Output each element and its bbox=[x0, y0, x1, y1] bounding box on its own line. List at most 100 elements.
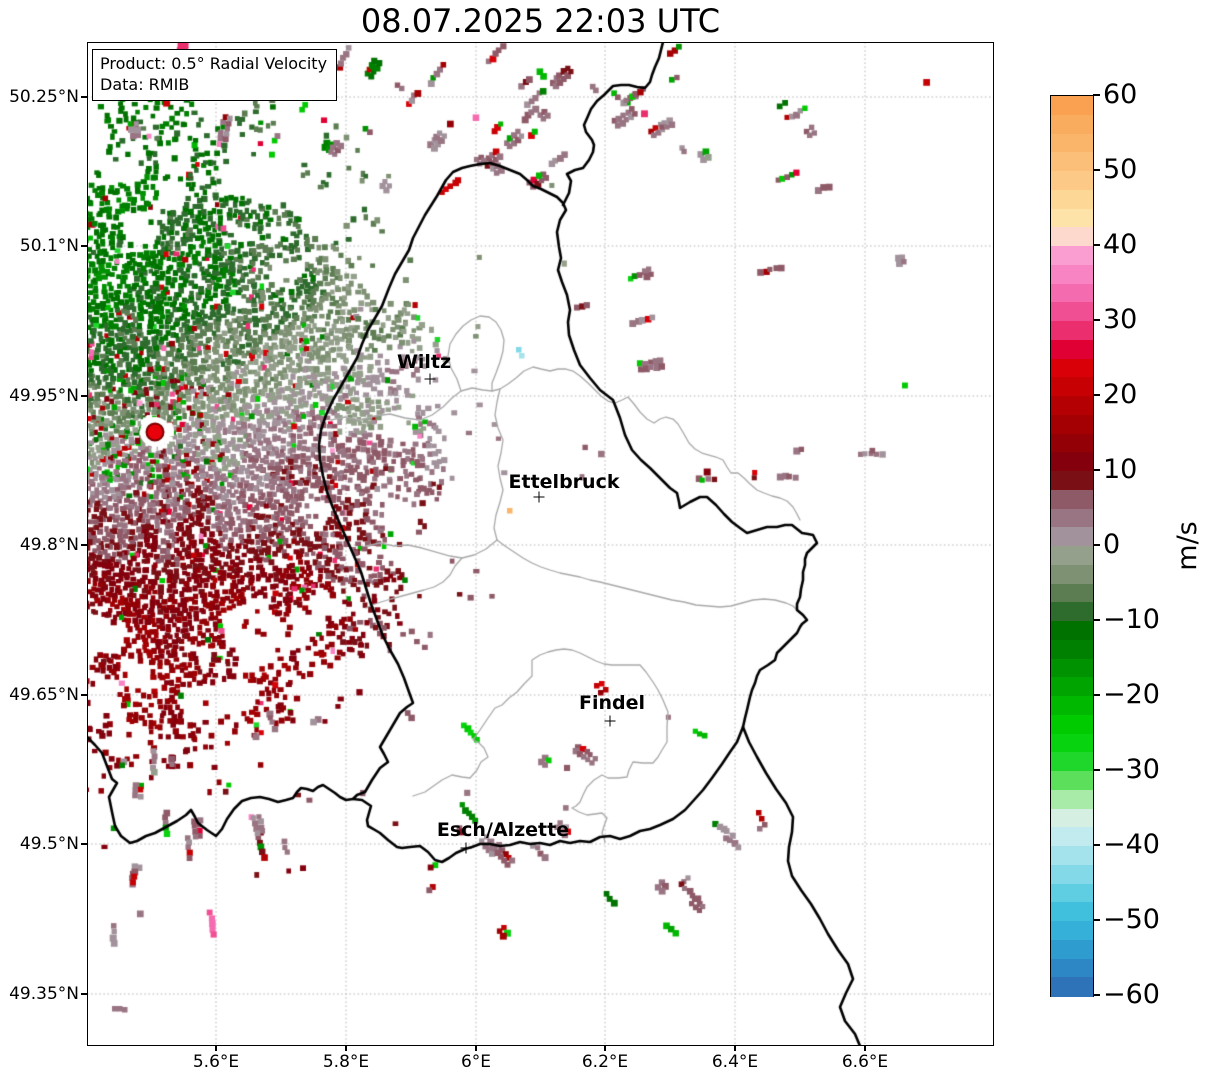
colorbar-band bbox=[1051, 958, 1093, 978]
colorbar-band bbox=[1051, 264, 1093, 284]
colorbar-band bbox=[1051, 452, 1093, 472]
colorbar-band bbox=[1051, 733, 1093, 753]
y-tick-label: 50.1°N bbox=[19, 236, 79, 256]
colorbar-tick-mark bbox=[1093, 694, 1100, 696]
x-tick-label: 5.8°E bbox=[322, 1052, 370, 1072]
city-marker-bar bbox=[538, 491, 540, 503]
colorbar-band bbox=[1051, 208, 1093, 228]
colorbar-tick-label: 20 bbox=[1103, 379, 1138, 410]
y-tick-mark bbox=[81, 993, 87, 995]
colorbar-bar bbox=[1050, 95, 1094, 997]
colorbar-tick-mark bbox=[1093, 244, 1100, 246]
colorbar-band bbox=[1051, 939, 1093, 959]
page-title: 08.07.2025 22:03 UTC bbox=[360, 2, 721, 40]
city-label: Findel bbox=[578, 692, 646, 714]
colorbar-tick-mark bbox=[1093, 94, 1100, 96]
colorbar-band bbox=[1051, 771, 1093, 791]
colorbar-tick-label: −30 bbox=[1103, 754, 1160, 785]
colorbar-tick-mark bbox=[1093, 769, 1100, 771]
colorbar-band bbox=[1051, 602, 1093, 622]
city-marker bbox=[604, 715, 616, 727]
colorbar-tick-mark bbox=[1093, 544, 1100, 546]
city-marker bbox=[424, 373, 436, 385]
colorbar-tick-mark bbox=[1093, 169, 1100, 171]
colorbar-band bbox=[1051, 283, 1093, 303]
colorbar-tick-mark bbox=[1093, 319, 1100, 321]
colorbar-band bbox=[1051, 883, 1093, 903]
y-tick-mark bbox=[81, 245, 87, 247]
x-tick-mark bbox=[345, 1046, 347, 1051]
colorbar-tick-label: 30 bbox=[1103, 304, 1138, 335]
colorbar-band bbox=[1051, 227, 1093, 247]
city-label: Wiltz bbox=[396, 351, 452, 373]
colorbar-band bbox=[1051, 827, 1093, 847]
colorbar-tick-mark bbox=[1093, 619, 1100, 621]
colorbar-tick-label: −50 bbox=[1103, 904, 1160, 935]
colorbar-band bbox=[1051, 189, 1093, 209]
product-label: Product: 0.5° Radial Velocity bbox=[100, 54, 328, 73]
colorbar-band bbox=[1051, 358, 1093, 378]
x-tick-label: 6.2°E bbox=[581, 1052, 629, 1072]
colorbar-tick-label: 40 bbox=[1103, 229, 1138, 260]
y-tick-mark bbox=[81, 544, 87, 546]
colorbar-band bbox=[1051, 171, 1093, 191]
colorbar-band bbox=[1051, 583, 1093, 603]
y-tick-label: 49.95°N bbox=[9, 386, 79, 406]
colorbar-tick-label: 60 bbox=[1103, 79, 1138, 110]
y-tick-label: 50.25°N bbox=[9, 87, 79, 107]
x-tick-mark bbox=[604, 1046, 606, 1051]
colorbar-band bbox=[1051, 696, 1093, 716]
colorbar-band bbox=[1051, 339, 1093, 359]
colorbar-tick-mark bbox=[1093, 919, 1100, 921]
colorbar-band bbox=[1051, 133, 1093, 153]
x-tick-label: 6°E bbox=[460, 1052, 492, 1072]
y-tick-label: 49.8°N bbox=[19, 535, 79, 555]
colorbar-band bbox=[1051, 658, 1093, 678]
colorbar-band bbox=[1051, 321, 1093, 341]
colorbar-band bbox=[1051, 396, 1093, 416]
colorbar-band bbox=[1051, 527, 1093, 547]
colorbar-band bbox=[1051, 902, 1093, 922]
city-marker-bar bbox=[465, 842, 467, 854]
colorbar-band bbox=[1051, 377, 1093, 397]
colorbar-band bbox=[1051, 152, 1093, 172]
colorbar-band bbox=[1051, 639, 1093, 659]
x-tick-label: 5.6°E bbox=[192, 1052, 240, 1072]
colorbar-band bbox=[1051, 489, 1093, 509]
y-tick-label: 49.65°N bbox=[9, 685, 79, 705]
colorbar-band bbox=[1051, 977, 1093, 997]
city-marker bbox=[533, 491, 545, 503]
city-marker-bar bbox=[429, 373, 431, 385]
colorbar-band bbox=[1051, 414, 1093, 434]
colorbar-band bbox=[1051, 564, 1093, 584]
y-tick-mark bbox=[81, 843, 87, 845]
x-tick-mark bbox=[475, 1046, 477, 1051]
colorbar-unit-label: m/s bbox=[1172, 521, 1203, 571]
y-tick-mark bbox=[81, 96, 87, 98]
colorbar-band bbox=[1051, 546, 1093, 566]
colorbar-band bbox=[1051, 96, 1093, 116]
y-tick-mark bbox=[81, 694, 87, 696]
colorbar-tick-mark bbox=[1093, 394, 1100, 396]
colorbar-band bbox=[1051, 302, 1093, 322]
city-marker bbox=[460, 842, 472, 854]
colorbar-band bbox=[1051, 789, 1093, 809]
colorbar-tick-mark bbox=[1093, 844, 1100, 846]
colorbar-tick-label: −40 bbox=[1103, 829, 1160, 860]
colorbar-band bbox=[1051, 752, 1093, 772]
colorbar-band bbox=[1051, 864, 1093, 884]
colorbar-band bbox=[1051, 471, 1093, 491]
colorbar-band bbox=[1051, 714, 1093, 734]
colorbar-band bbox=[1051, 677, 1093, 697]
city-label: Esch/Alzette bbox=[436, 819, 570, 841]
y-tick-label: 49.35°N bbox=[9, 984, 79, 1004]
colorbar-tick-label: −20 bbox=[1103, 679, 1160, 710]
colorbar-band bbox=[1051, 114, 1093, 134]
x-tick-label: 6.4°E bbox=[711, 1052, 759, 1072]
colorbar-tick-label: 10 bbox=[1103, 454, 1138, 485]
data-source-label: Data: RMIB bbox=[100, 75, 190, 95]
product-info-box: Product: 0.5° Radial Velocity Data: RMIB bbox=[92, 49, 338, 101]
colorbar-band bbox=[1051, 621, 1093, 641]
x-tick-label: 6.6°E bbox=[841, 1052, 889, 1072]
